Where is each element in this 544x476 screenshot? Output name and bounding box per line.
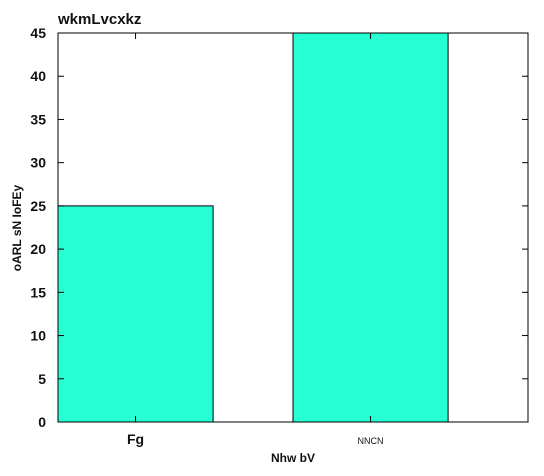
y-tick-label-9: 45 — [30, 25, 46, 41]
bar-0 — [57, 205, 214, 423]
bar-1 — [292, 32, 449, 423]
y-tick-label-5: 25 — [30, 198, 46, 214]
bars-layer — [57, 32, 449, 423]
axis-layer: Fg NNCN 0 5 10 15 20 25 30 35 40 45 — [30, 25, 528, 447]
y-tick-label-3: 15 — [30, 284, 46, 300]
y-axis-label: oARL sN IoFEy — [10, 184, 24, 271]
y-tick-label-0: 0 — [38, 414, 46, 430]
y-tick-label-7: 35 — [30, 111, 46, 127]
y-tick-label-1: 5 — [38, 371, 46, 387]
y-tick-label-2: 10 — [30, 328, 46, 344]
x-axis-label: Nhw bV — [271, 451, 315, 465]
x-tick-label-0: Fg — [127, 431, 144, 447]
y-tick-label-6: 30 — [30, 155, 46, 171]
y-tick-label-4: 20 — [30, 241, 46, 257]
x-tick-label-1: NNCN — [358, 436, 384, 446]
y-tick-label-8: 40 — [30, 68, 46, 84]
plot-frame — [57, 32, 529, 423]
chart-title: wkmLvcxkz — [57, 11, 141, 28]
